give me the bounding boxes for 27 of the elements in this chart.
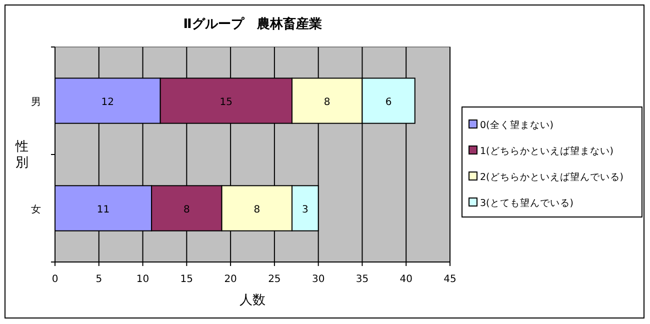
x-tick-label: 45 xyxy=(444,274,456,285)
y-tick-label: 女 xyxy=(31,203,41,216)
data-label: 8 xyxy=(183,204,190,216)
chart-title: Ⅱグループ 農林畜産業 xyxy=(183,16,322,32)
x-tick-label: 5 xyxy=(96,274,102,285)
x-tick-label: 25 xyxy=(268,274,281,285)
x-axis-title: 人数 xyxy=(240,293,266,308)
y-tick-label: 男 xyxy=(31,96,41,108)
legend-label: 0(全く望まない) xyxy=(480,119,554,131)
x-tick-label: 20 xyxy=(224,274,237,285)
x-tick-label: 30 xyxy=(312,274,325,285)
legend-label: 1(どちらかといえば望まない) xyxy=(480,145,614,157)
x-tick-label: 35 xyxy=(356,274,369,285)
data-label: 3 xyxy=(302,204,308,216)
data-label: 6 xyxy=(385,96,392,108)
data-label: 8 xyxy=(324,96,330,108)
x-tick-label: 40 xyxy=(400,274,412,285)
data-label: 11 xyxy=(96,204,110,216)
data-label: 12 xyxy=(101,96,114,108)
x-tick-label: 0 xyxy=(52,274,58,285)
x-tick-label: 15 xyxy=(180,274,194,285)
data-label: 15 xyxy=(220,96,233,108)
data-label: 8 xyxy=(254,204,260,216)
x-tick-label: 10 xyxy=(136,274,150,285)
legend-label: 2(どちらかといえば望んでいる) xyxy=(480,171,624,183)
y-axis-title: 性別 xyxy=(14,140,28,170)
legend-label: 3(とても望んでいる) xyxy=(480,197,574,209)
